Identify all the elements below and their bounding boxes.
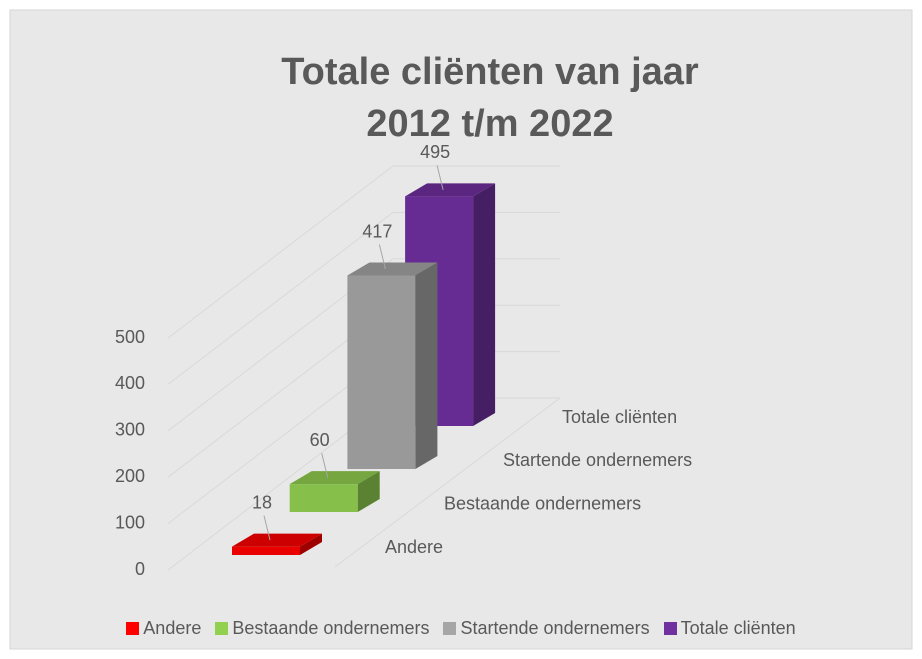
grid-line	[167, 212, 394, 385]
legend-label: Andere	[143, 618, 202, 638]
bar-side	[473, 183, 496, 426]
floor-edge	[334, 397, 561, 568]
bar-top	[232, 533, 322, 547]
legend-item: Andere	[126, 618, 201, 639]
legend-item: Startende ondernemers	[443, 618, 650, 639]
leader-line	[263, 515, 271, 541]
data-label: 18	[252, 492, 272, 512]
data-label: 60	[310, 430, 330, 450]
legend-item: Bestaande ondernemers	[215, 618, 429, 639]
chart-title: Totale cliënten van jaar 2012 t/m 2022	[281, 51, 699, 145]
legend-swatch	[443, 622, 457, 635]
leader-line	[321, 453, 329, 478]
y-tick-label: 300	[115, 420, 145, 440]
bar-side	[357, 471, 380, 512]
data-label: 495	[420, 142, 450, 162]
bar-top	[405, 183, 496, 197]
bar-top	[347, 262, 438, 276]
category-label: Totale cliënten	[562, 407, 677, 427]
legend-item: Totale cliënten	[663, 618, 796, 639]
leader-line	[378, 244, 386, 270]
legend: Andere Bestaande ondernemers Startende ond…	[0, 618, 922, 639]
bar	[347, 275, 416, 469]
bar	[289, 484, 358, 512]
bar	[232, 546, 300, 555]
legend-swatch	[126, 622, 140, 635]
y-tick-label: 200	[115, 466, 145, 486]
bar-side	[415, 262, 438, 469]
y-tick-label: 100	[115, 512, 145, 532]
legend-label: Totale cliënten	[680, 618, 796, 638]
category-label: Bestaande ondernemers	[444, 493, 641, 513]
legend-swatch	[663, 622, 677, 635]
data-label: 417	[362, 221, 392, 241]
bar-top	[289, 471, 380, 485]
y-tick-label: 500	[115, 327, 145, 347]
y-tick-label: 0	[135, 559, 145, 579]
y-tick-label: 400	[115, 373, 145, 393]
category-label: Andere	[385, 537, 443, 557]
category-label: Startende ondernemers	[503, 450, 692, 470]
bar-side	[300, 533, 322, 555]
legend-swatch	[215, 622, 229, 635]
grid-line	[167, 165, 394, 339]
leader-line	[436, 165, 444, 190]
legend-label: Bestaande ondernemers	[232, 618, 430, 638]
legend-label: Startende ondernemers	[460, 618, 650, 638]
